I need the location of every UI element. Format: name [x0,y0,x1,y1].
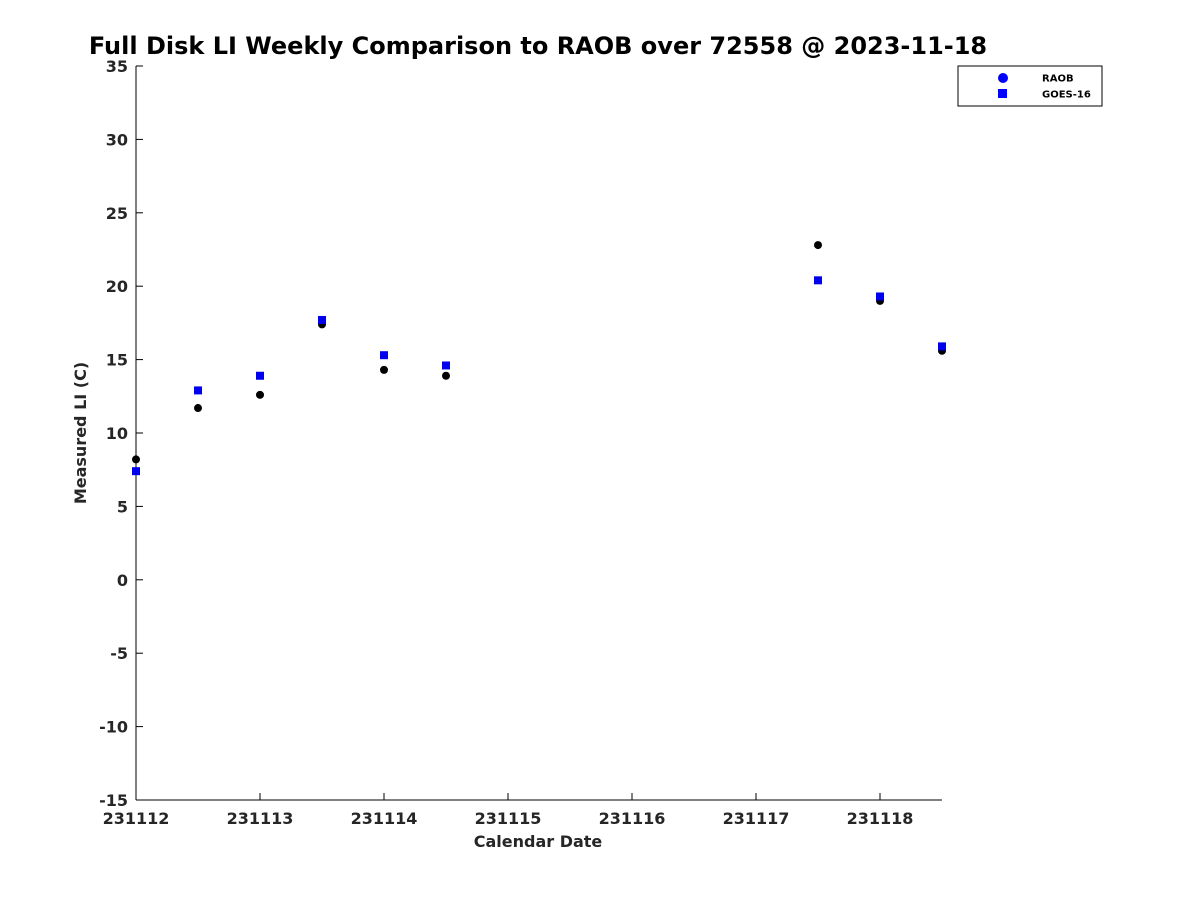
y-tick-label: 0 [117,571,128,590]
raob-point [442,371,450,380]
legend: RAOB GOES-16 [957,65,1103,107]
goes-16-point [318,315,326,324]
raob-point [814,241,822,250]
x-tick-label: 231112 [103,809,170,828]
raob-point [132,455,140,464]
chart-title: Full Disk LI Weekly Comparison to RAOB o… [89,32,987,60]
y-axis-label: Measured LI (C) [71,362,90,504]
x-tick-label: 231113 [227,809,294,828]
plot-area [135,66,942,801]
y-tick-label: 5 [117,497,128,516]
goes-16-point [132,467,140,476]
x-axis-label: Calendar Date [474,832,603,851]
y-tick-label: 15 [106,351,128,370]
x-axis-ticks: 231112 231113 231114 231115 231116 231117 2311… [103,793,914,828]
legend-goes-label: GOES-16 [1042,90,1091,101]
legend-goes-marker [998,89,1007,98]
data-points [132,241,946,476]
y-tick-label: 30 [106,130,128,149]
legend-raob-label: RAOB [1042,74,1074,85]
x-tick-label: 231117 [723,809,790,828]
legend-raob-marker [998,73,1008,83]
goes-16-point [814,276,822,285]
x-tick-label: 231114 [351,809,418,828]
y-tick-label: 20 [106,277,128,296]
raob-point [256,390,264,399]
y-tick-label: 25 [106,204,128,223]
y-tick-label: -10 [99,718,128,737]
y-axis-ticks: -15 -10 -5 0 5 10 15 20 25 30 35 [99,57,143,810]
x-tick-label: 231118 [847,809,914,828]
y-tick-label: 35 [106,57,128,76]
raob-point [380,365,388,374]
y-tick-label: -5 [110,644,128,663]
y-tick-label: 10 [106,424,128,443]
goes-16-point [876,292,884,301]
raob-point [194,404,202,413]
goes-16-point [938,342,946,351]
x-tick-label: 231115 [475,809,542,828]
x-tick-label: 231116 [599,809,666,828]
goes-16-point [256,371,264,380]
goes-16-point [442,361,450,370]
goes-16-point [380,351,388,360]
goes-16-point [194,386,202,395]
legend-box [957,65,1103,107]
y-tick-label: -15 [99,791,128,810]
